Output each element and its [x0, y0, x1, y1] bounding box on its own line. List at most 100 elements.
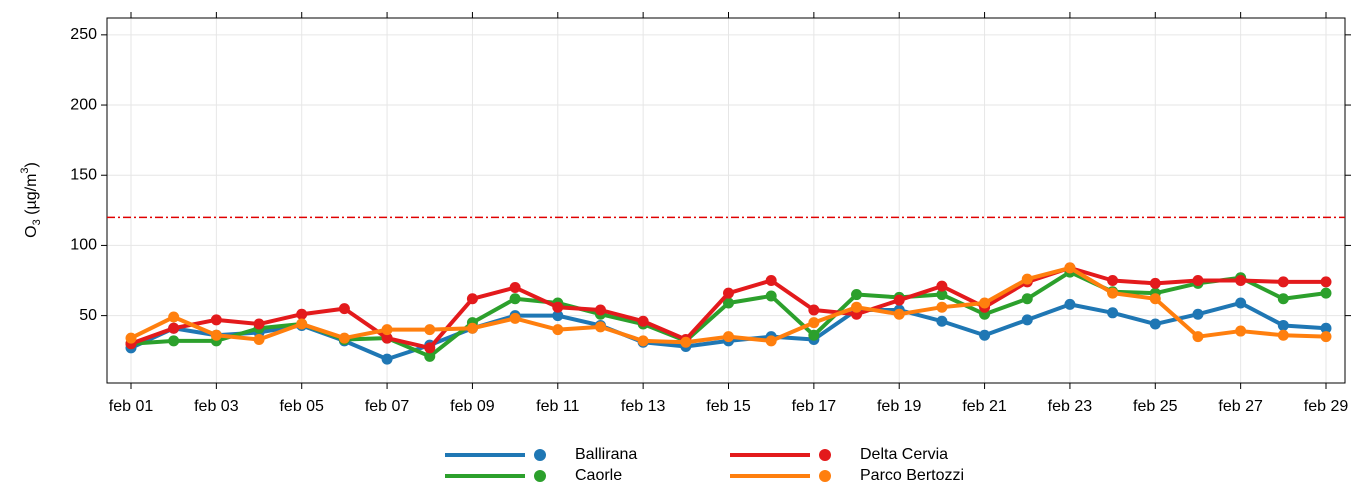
data-point — [1277, 293, 1289, 305]
data-point — [210, 329, 222, 341]
data-point — [1107, 287, 1119, 299]
x-tick-label: feb 07 — [365, 398, 410, 415]
data-point — [936, 289, 948, 301]
plot-frame — [106, 17, 1346, 384]
data-point — [851, 301, 863, 313]
x-tick-label: feb 03 — [194, 398, 239, 415]
data-point — [1192, 331, 1204, 343]
x-tick-label: feb 21 — [962, 398, 1007, 415]
data-point — [253, 318, 265, 330]
data-point — [936, 301, 948, 313]
data-point — [1235, 297, 1247, 309]
data-point — [424, 342, 436, 354]
data-point — [1149, 293, 1161, 305]
x-tick-label: feb 25 — [1133, 398, 1178, 415]
data-point — [168, 335, 180, 347]
x-tick-label: feb 17 — [792, 398, 837, 415]
data-point — [594, 304, 606, 316]
data-point — [1277, 276, 1289, 288]
data-point — [893, 294, 905, 306]
data-point — [1064, 262, 1076, 274]
data-point — [594, 321, 606, 333]
data-point — [1107, 307, 1119, 319]
y-tick-label: 100 — [70, 237, 97, 254]
data-point — [723, 331, 734, 343]
data-point — [1021, 293, 1033, 305]
data-point — [1277, 319, 1289, 331]
legend-marker — [534, 449, 546, 461]
data-point — [637, 335, 649, 347]
y-label-end: ) — [23, 162, 40, 167]
data-point — [1277, 329, 1289, 341]
data-point — [296, 308, 308, 320]
data-point — [296, 318, 308, 330]
x-tick-label: feb 29 — [1304, 398, 1349, 415]
data-point — [424, 350, 436, 362]
data-point — [1235, 325, 1247, 337]
data-point — [637, 315, 649, 327]
data-point — [765, 335, 777, 347]
data-point — [1021, 273, 1033, 285]
data-point — [1320, 276, 1332, 288]
data-point — [552, 324, 564, 336]
y-label-base: O — [23, 225, 40, 237]
y-tick-label: 200 — [70, 96, 97, 113]
x-tick-label: feb 15 — [706, 398, 751, 415]
x-tick-label: feb 19 — [877, 398, 922, 415]
data-point — [851, 289, 863, 301]
x-tick-label: feb 01 — [109, 398, 154, 415]
data-point — [338, 332, 350, 344]
legend-marker — [819, 449, 831, 461]
data-point — [1192, 275, 1204, 287]
y-tick-label: 150 — [70, 166, 97, 183]
y-label-sup: 3 — [19, 167, 31, 173]
data-point — [765, 290, 777, 302]
x-tick-label: feb 13 — [621, 398, 666, 415]
legend-label: Delta Cervia — [860, 446, 948, 463]
data-point — [680, 336, 692, 348]
data-point — [979, 297, 991, 309]
data-point — [466, 322, 478, 334]
x-tick-label: feb 09 — [450, 398, 495, 415]
y-tick-label: 50 — [79, 307, 97, 324]
data-point — [509, 282, 521, 294]
data-point — [1064, 298, 1076, 310]
y-label-sub: 3 — [31, 219, 43, 225]
y-tick-label: 250 — [70, 26, 97, 43]
data-point — [168, 311, 180, 323]
data-point — [253, 333, 265, 345]
data-point — [1320, 287, 1332, 299]
x-tick-label: feb 05 — [279, 398, 324, 415]
y-axis-label: O3 (µg/m3) — [19, 162, 43, 238]
data-point — [1149, 277, 1161, 289]
x-tick-label: feb 11 — [536, 398, 579, 415]
data-point — [1107, 275, 1119, 287]
legend-marker — [534, 470, 546, 482]
data-point — [381, 332, 393, 344]
data-point — [1021, 314, 1033, 326]
y-label-mid: (µg/m — [23, 174, 40, 220]
data-point — [723, 297, 734, 309]
data-point — [381, 324, 393, 336]
x-tick-label: feb 27 — [1218, 398, 1263, 415]
legend-label: Ballirana — [575, 446, 637, 463]
data-point — [1235, 275, 1247, 287]
data-point — [808, 317, 820, 329]
data-point — [168, 322, 180, 334]
data-point — [552, 301, 564, 313]
data-point — [466, 293, 478, 305]
data-point — [1149, 318, 1161, 330]
data-point — [979, 329, 991, 341]
data-point — [808, 304, 820, 316]
data-point — [893, 308, 905, 320]
data-point — [509, 293, 521, 305]
data-point — [936, 315, 948, 327]
data-point — [381, 353, 393, 365]
data-point — [1192, 308, 1204, 320]
legend-marker — [819, 470, 831, 482]
data-point — [765, 275, 777, 287]
x-tick-label: feb 23 — [1048, 398, 1093, 415]
data-point — [723, 287, 734, 299]
data-point — [210, 314, 222, 326]
